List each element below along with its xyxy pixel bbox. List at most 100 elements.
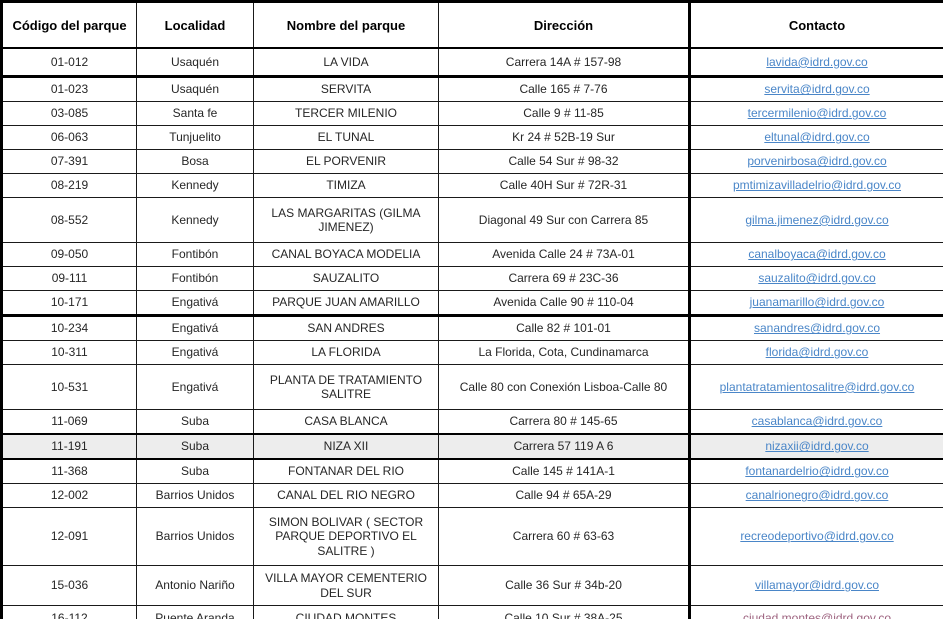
park-name-cell: EL PORVENIR bbox=[253, 149, 439, 174]
address-cell: Carrera 57 119 A 6 bbox=[438, 433, 690, 460]
park-name-cell: LA VIDA bbox=[253, 47, 439, 78]
park-code-cell: 16-112 bbox=[1, 605, 137, 619]
contact-cell: ciudad.montes@idrd.gov.co bbox=[688, 605, 943, 619]
table-row: 09-050 Fontibón CANAL BOYACA MODELIA Ave… bbox=[1, 242, 943, 267]
email-link[interactable]: lavida@idrd.gov.co bbox=[766, 54, 868, 69]
park-name-cell: SAN ANDRES bbox=[253, 315, 439, 341]
park-code-cell: 11-191 bbox=[1, 433, 137, 460]
address-cell: Calle 54 Sur # 98-32 bbox=[438, 149, 690, 174]
park-name-cell: NIZA XII bbox=[253, 433, 439, 460]
email-link[interactable]: servita@idrd.gov.co bbox=[764, 82, 870, 97]
locality-cell: Fontibón bbox=[136, 266, 254, 291]
email-link[interactable]: juanamarillo@idrd.gov.co bbox=[749, 295, 885, 310]
address-cell: Carrera 80 # 145-65 bbox=[438, 409, 690, 435]
email-link[interactable]: tercermilenio@idrd.gov.co bbox=[747, 106, 887, 121]
address-cell: Calle 94 # 65A-29 bbox=[438, 483, 690, 508]
email-link[interactable]: sanandres@idrd.gov.co bbox=[753, 321, 881, 336]
table-row: 07-391 Bosa EL PORVENIR Calle 54 Sur # 9… bbox=[1, 149, 943, 174]
table-row-highlighted: 11-191 Suba NIZA XII Carrera 57 119 A 6 … bbox=[1, 433, 943, 460]
table-row: 10-311 Engativá LA FLORIDA La Florida, C… bbox=[1, 340, 943, 365]
contact-cell: canalrionegro@idrd.gov.co bbox=[688, 483, 943, 508]
address-cell: Diagonal 49 Sur con Carrera 85 bbox=[438, 197, 690, 243]
park-code-cell: 10-311 bbox=[1, 340, 137, 365]
locality-cell: Kennedy bbox=[136, 173, 254, 198]
header-row: Código del parque Localidad Nombre del p… bbox=[1, 1, 943, 49]
park-code-cell: 01-023 bbox=[1, 76, 137, 102]
email-link[interactable]: casablanca@idrd.gov.co bbox=[751, 414, 883, 429]
table-row: 10-171 Engativá PARQUE JUAN AMARILLO Ave… bbox=[1, 290, 943, 317]
email-link[interactable]: fontanardelrio@idrd.gov.co bbox=[745, 464, 889, 479]
locality-cell: Bosa bbox=[136, 149, 254, 174]
contact-cell: pmtimizavilladelrio@idrd.gov.co bbox=[688, 173, 943, 198]
contact-cell: sauzalito@idrd.gov.co bbox=[688, 266, 943, 291]
email-link[interactable]: eltunal@idrd.gov.co bbox=[764, 130, 870, 145]
locality-cell: Suba bbox=[136, 458, 254, 484]
email-link[interactable]: canalboyaca@idrd.gov.co bbox=[748, 247, 886, 262]
address-cell: Calle 80 con Conexión Lisboa-Calle 80 bbox=[438, 364, 690, 410]
address-cell: Carrera 14A # 157-98 bbox=[438, 47, 690, 78]
address-cell: Calle 82 # 101-01 bbox=[438, 315, 690, 341]
table-row: 12-091 Barrios Unidos SIMON BOLIVAR ( SE… bbox=[1, 507, 943, 566]
address-cell: Calle 10 Sur # 38A-25 bbox=[438, 605, 690, 619]
park-name-cell: CASA BLANCA bbox=[253, 409, 439, 435]
header-address: Dirección bbox=[438, 1, 690, 49]
locality-cell: Barrios Unidos bbox=[136, 507, 254, 566]
park-code-cell: 09-111 bbox=[1, 266, 137, 291]
table-row: 01-012 Usaquén LA VIDA Carrera 14A # 157… bbox=[1, 47, 943, 78]
address-cell: La Florida, Cota, Cundinamarca bbox=[438, 340, 690, 365]
locality-cell: Suba bbox=[136, 433, 254, 460]
email-link[interactable]: plantatratamientosalitre@idrd.gov.co bbox=[719, 379, 915, 394]
email-link[interactable]: recreodeportivo@idrd.gov.co bbox=[740, 529, 894, 544]
table-row: 15-036 Antonio Nariño VILLA MAYOR CEMENT… bbox=[1, 565, 943, 606]
email-link[interactable]: nizaxii@idrd.gov.co bbox=[765, 439, 869, 454]
table-row: 11-368 Suba FONTANAR DEL RIO Calle 145 #… bbox=[1, 458, 943, 484]
address-cell: Calle 145 # 141A-1 bbox=[438, 458, 690, 484]
park-code-cell: 15-036 bbox=[1, 565, 137, 606]
table-row: 11-069 Suba CASA BLANCA Carrera 80 # 145… bbox=[1, 409, 943, 435]
email-link[interactable]: pmtimizavilladelrio@idrd.gov.co bbox=[732, 178, 902, 193]
header-contact: Contacto bbox=[688, 1, 943, 49]
park-name-cell: SIMON BOLIVAR ( SECTOR PARQUE DEPORTIVO … bbox=[253, 507, 439, 566]
park-code-cell: 10-234 bbox=[1, 315, 137, 341]
park-name-cell: CIUDAD MONTES bbox=[253, 605, 439, 619]
contact-cell: sanandres@idrd.gov.co bbox=[688, 315, 943, 341]
email-link[interactable]: florida@idrd.gov.co bbox=[765, 345, 869, 360]
locality-cell: Fontibón bbox=[136, 242, 254, 267]
park-code-cell: 10-171 bbox=[1, 290, 137, 317]
address-cell: Carrera 69 # 23C-36 bbox=[438, 266, 690, 291]
contact-cell: plantatratamientosalitre@idrd.gov.co bbox=[688, 364, 943, 410]
table-row: 09-111 Fontibón SAUZALITO Carrera 69 # 2… bbox=[1, 266, 943, 291]
locality-cell: Engativá bbox=[136, 340, 254, 365]
address-cell: Carrera 60 # 63-63 bbox=[438, 507, 690, 566]
address-cell: Avenida Calle 90 # 110-04 bbox=[438, 290, 690, 317]
contact-cell: canalboyaca@idrd.gov.co bbox=[688, 242, 943, 267]
header-locality: Localidad bbox=[136, 1, 254, 49]
park-code-cell: 10-531 bbox=[1, 364, 137, 410]
contact-cell: florida@idrd.gov.co bbox=[688, 340, 943, 365]
locality-cell: Antonio Nariño bbox=[136, 565, 254, 606]
contact-cell: tercermilenio@idrd.gov.co bbox=[688, 101, 943, 126]
email-link[interactable]: porvenirbosa@idrd.gov.co bbox=[747, 154, 887, 169]
email-link[interactable]: villamayor@idrd.gov.co bbox=[754, 578, 879, 593]
email-link[interactable]: sauzalito@idrd.gov.co bbox=[758, 271, 876, 286]
park-code-cell: 03-085 bbox=[1, 101, 137, 126]
table-row: 16-112 Puente Aranda CIUDAD MONTES Calle… bbox=[1, 605, 943, 619]
park-name-cell: SAUZALITO bbox=[253, 266, 439, 291]
email-link[interactable]: gilma.jimenez@idrd.gov.co bbox=[745, 212, 889, 227]
locality-cell: Santa fe bbox=[136, 101, 254, 126]
park-name-cell: LAS MARGARITAS (GILMA JIMENEZ) bbox=[253, 197, 439, 243]
park-name-cell: VILLA MAYOR CEMENTERIO DEL SUR bbox=[253, 565, 439, 606]
email-link[interactable]: canalrionegro@idrd.gov.co bbox=[745, 488, 889, 503]
address-cell: Avenida Calle 24 # 73A-01 bbox=[438, 242, 690, 267]
contact-cell: casablanca@idrd.gov.co bbox=[688, 409, 943, 435]
park-name-cell: TERCER MILENIO bbox=[253, 101, 439, 126]
park-code-cell: 07-391 bbox=[1, 149, 137, 174]
header-park-name: Nombre del parque bbox=[253, 1, 439, 49]
table-row: 10-234 Engativá SAN ANDRES Calle 82 # 10… bbox=[1, 315, 943, 341]
park-name-cell: CANAL BOYACA MODELIA bbox=[253, 242, 439, 267]
park-code-cell: 12-002 bbox=[1, 483, 137, 508]
table-row: 08-552 Kennedy LAS MARGARITAS (GILMA JIM… bbox=[1, 197, 943, 243]
email-link-visited[interactable]: ciudad.montes@idrd.gov.co bbox=[742, 611, 892, 619]
header-park-code: Código del parque bbox=[1, 1, 137, 49]
